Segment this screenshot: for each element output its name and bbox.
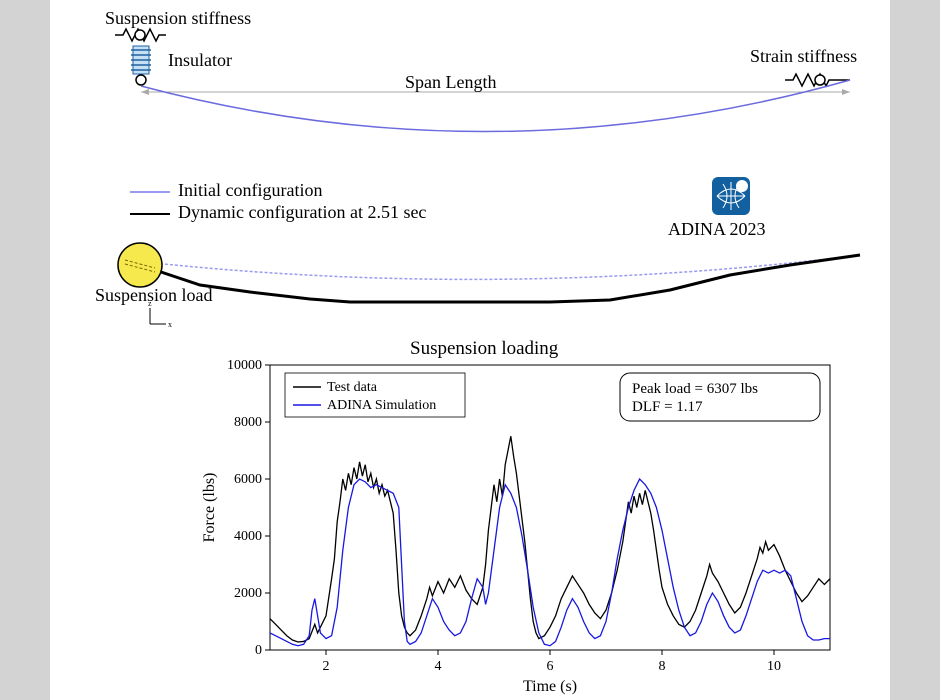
page: Suspension stiffness Insulator Span Leng…	[50, 0, 890, 700]
svg-text:ADINA Simulation: ADINA Simulation	[327, 398, 436, 413]
initial-config-legend: Initial configuration	[130, 180, 322, 201]
strain-stiffness-label: Strain stiffness	[750, 46, 857, 67]
suspension-load-label: Suspension load	[95, 285, 213, 306]
initial-config-text: Initial configuration	[178, 180, 322, 200]
svg-text:4000: 4000	[234, 529, 262, 544]
svg-text:2000: 2000	[234, 586, 262, 601]
svg-text:DLF = 1.17: DLF = 1.17	[632, 399, 703, 415]
dynamic-config-legend: Dynamic configuration at 2.51 sec	[130, 202, 426, 223]
svg-text:2: 2	[323, 659, 330, 674]
insulator-icon	[131, 46, 151, 85]
dynamic-config-text: Dynamic configuration at 2.51 sec	[178, 202, 426, 222]
dynamic-config-line-icon	[130, 213, 170, 215]
config-shapes-svg: z x	[50, 230, 890, 330]
svg-text:10: 10	[767, 659, 781, 674]
insulator-label: Insulator	[168, 50, 232, 71]
svg-text:0: 0	[255, 643, 262, 658]
svg-text:6: 6	[547, 659, 554, 674]
svg-text:Peak load = 6307 lbs: Peak load = 6307 lbs	[632, 381, 758, 397]
svg-text:Test data: Test data	[327, 380, 378, 395]
svg-text:6000: 6000	[234, 472, 262, 487]
svg-text:x: x	[168, 320, 172, 329]
span-length-label: Span Length	[405, 72, 497, 93]
svg-text:8: 8	[659, 659, 666, 674]
svg-text:8000: 8000	[234, 415, 262, 430]
svg-text:Time (s): Time (s)	[523, 678, 577, 695]
svg-text:10000: 10000	[227, 358, 262, 373]
adina-logo-icon	[710, 175, 752, 217]
svg-text:Force (lbs): Force (lbs)	[201, 473, 218, 543]
chart-svg: 0 2000 4000 6000 8000 10000 2 4 6 8 10 Time (s) Forc…	[200, 355, 840, 695]
initial-config-line-icon	[130, 191, 170, 193]
svg-text:4: 4	[435, 659, 442, 674]
